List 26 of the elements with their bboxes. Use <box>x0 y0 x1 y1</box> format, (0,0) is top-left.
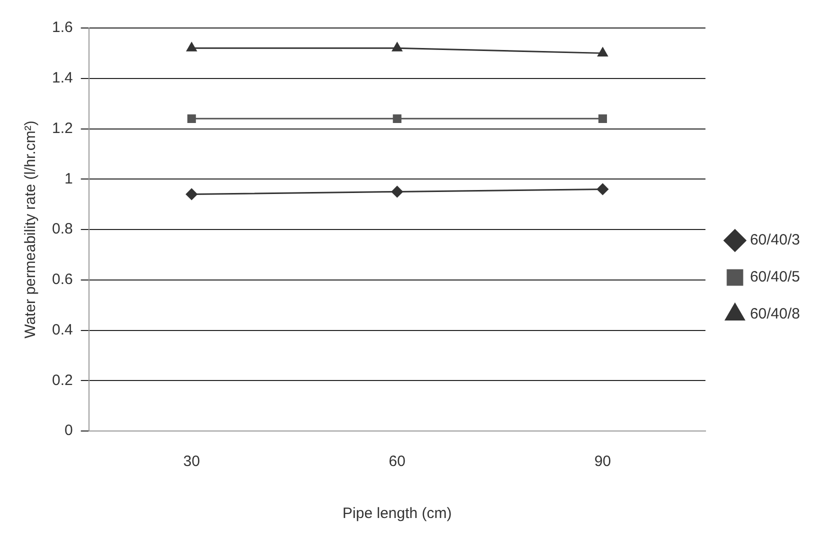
legend-label: 60/40/8 <box>750 306 800 323</box>
y-tick-label: 0.6 <box>52 271 73 288</box>
point <box>186 188 198 200</box>
x-axis-title: Pipe length (cm) <box>342 505 452 522</box>
point <box>598 114 607 123</box>
y-tick-label: 0.2 <box>52 372 73 389</box>
point <box>392 42 402 52</box>
legend-label: 60/40/5 <box>750 268 800 286</box>
point <box>598 47 608 56</box>
point <box>391 186 403 198</box>
point <box>186 42 197 52</box>
y-tick-label: 1.4 <box>52 70 73 87</box>
point <box>187 114 196 123</box>
x-tick-label: 90 <box>594 453 612 470</box>
y-tick-label: 0.8 <box>52 220 73 238</box>
y-tick-label: 1.2 <box>52 120 73 137</box>
legend-label: 60/40/3 <box>750 232 800 249</box>
y-tick-label: 1 <box>64 170 73 188</box>
y-tick-label: 0.4 <box>52 321 73 338</box>
y-tick-label: 0 <box>64 422 73 440</box>
point <box>392 114 402 123</box>
x-tick-label: 60 <box>388 453 406 470</box>
point <box>596 183 608 195</box>
y-tick-label: 1.6 <box>52 19 73 36</box>
x-tick-label: 30 <box>183 453 200 470</box>
y-axis-title: Water permeability rate (l/hr.cm²) <box>22 120 40 338</box>
